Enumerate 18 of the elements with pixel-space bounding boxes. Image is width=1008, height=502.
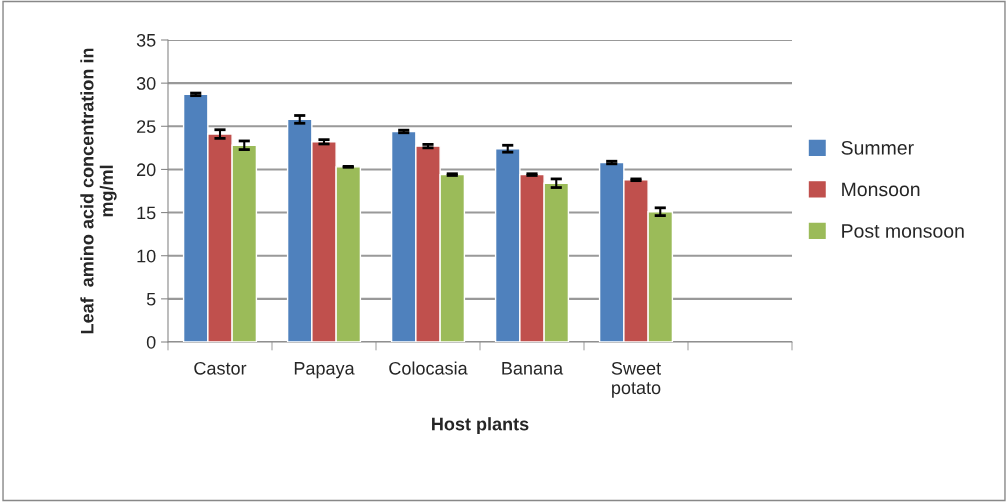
y-tick-label: 0 xyxy=(146,335,156,349)
y-tick-label: 20 xyxy=(137,163,156,177)
x-tick-label: Banana xyxy=(502,362,564,375)
y-axis-title: Leaf amino acid concentration in mg/ml xyxy=(80,48,117,334)
x-tick-label: Castor xyxy=(194,361,247,375)
x-tick-label: Sweet potato xyxy=(611,361,661,398)
x-tick-label: Colocasia xyxy=(389,361,468,375)
y-tick-label: 5 xyxy=(146,292,156,306)
y-tick-label: 30 xyxy=(136,77,156,90)
legend-label: Summer xyxy=(841,140,914,155)
y-tick-label: 15 xyxy=(137,206,156,220)
x-axis-title: Host plants xyxy=(432,417,529,434)
y-tick-label: 10 xyxy=(137,249,156,263)
y-tick-label: 25 xyxy=(137,120,156,134)
y-tick-label: 35 xyxy=(136,33,156,47)
x-tick-label: Papaya xyxy=(294,362,355,379)
legend-label: Post monsoon xyxy=(842,224,964,238)
legend-label: Monsoon xyxy=(842,182,920,197)
